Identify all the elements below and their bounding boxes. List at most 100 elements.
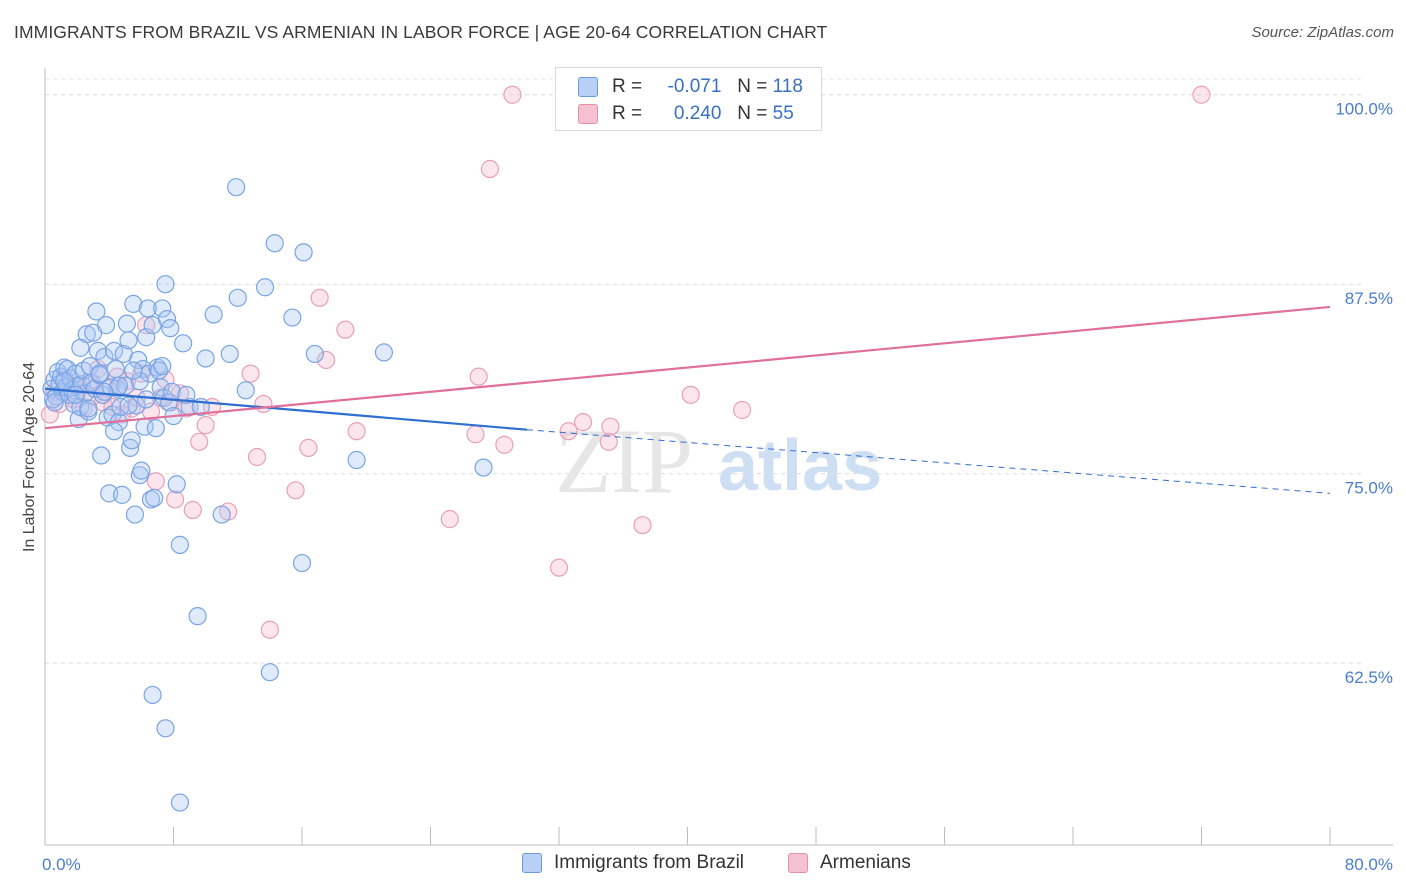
legend-n-label: N = — [737, 76, 768, 97]
axes — [44, 68, 1393, 846]
point-brazil — [283, 308, 302, 327]
legend-n-value: 118 — [772, 76, 803, 97]
point-armenians — [336, 320, 355, 339]
correlation-legend: R = -0.071 N = 118 R = 0.240 N = 55 — [555, 67, 822, 131]
legend-label-brazil: Immigrants from Brazil — [554, 852, 745, 873]
point-brazil — [212, 505, 231, 524]
point-brazil — [138, 299, 157, 318]
point-brazil — [170, 793, 190, 812]
point-armenians — [559, 422, 578, 441]
y-tick-label: 87.5% — [1345, 289, 1393, 308]
point-brazil — [122, 431, 141, 450]
legend-label-armenians: Armenians — [820, 852, 911, 873]
point-brazil — [161, 319, 180, 338]
point-armenians — [316, 350, 336, 370]
point-brazil — [255, 278, 275, 297]
point-brazil — [170, 535, 190, 554]
point-brazil — [265, 234, 284, 253]
point-armenians — [190, 432, 209, 451]
point-brazil — [196, 349, 215, 368]
legend-swatch-blue — [522, 853, 542, 873]
point-brazil — [145, 488, 164, 508]
point-brazil — [227, 178, 246, 197]
point-brazil — [374, 343, 394, 362]
point-brazil — [71, 338, 90, 357]
point-brazil — [474, 458, 493, 477]
x-tick-label: 80.0% — [1345, 855, 1393, 874]
tick-labels: 62.5% 75.0% 87.5% 100.0% 0.0% 80.0% — [42, 100, 1393, 874]
point-brazil — [143, 685, 162, 705]
point-armenians — [286, 481, 305, 500]
legend-swatch-pink — [578, 104, 598, 124]
point-brazil — [305, 344, 324, 364]
point-brazil — [66, 385, 85, 404]
point-brazil — [137, 390, 156, 409]
legend-r-label: R = — [612, 103, 643, 124]
point-brazil — [204, 305, 223, 324]
y-tick-label: 75.0% — [1345, 479, 1393, 498]
point-armenians — [440, 510, 459, 529]
point-armenians — [299, 438, 318, 457]
point-brazil — [125, 505, 145, 524]
point-brazil — [95, 347, 114, 367]
x-tick-label: 0.0% — [42, 855, 81, 874]
point-armenians — [733, 400, 752, 420]
point-brazil — [90, 364, 109, 383]
point-armenians — [166, 490, 185, 509]
point-brazil — [129, 350, 148, 370]
point-brazil — [55, 372, 74, 391]
point-brazil — [87, 302, 106, 321]
legend-row-armenians: R = 0.240 N = 55 — [578, 100, 794, 128]
point-brazil — [220, 344, 239, 364]
point-brazil — [228, 288, 247, 307]
legend-item-brazil: Immigrants from Brazil — [522, 852, 744, 874]
point-brazil — [236, 381, 255, 400]
point-brazil — [92, 446, 111, 465]
y-axis-label: In Labor Force | Age 20-64 — [21, 362, 38, 552]
legend-swatch-blue — [578, 77, 598, 97]
point-brazil — [79, 399, 98, 418]
y-tick-label: 62.5% — [1345, 668, 1393, 687]
point-brazil — [45, 393, 64, 412]
trend-line-brazil-extension — [526, 429, 1331, 494]
point-brazil — [177, 385, 196, 404]
point-armenians — [196, 416, 215, 435]
point-armenians — [495, 435, 514, 454]
point-brazil — [146, 419, 165, 438]
point-armenians — [241, 364, 260, 383]
point-brazil — [156, 719, 175, 738]
point-armenians — [1192, 85, 1211, 104]
point-brazil — [151, 378, 170, 397]
point-armenians — [633, 516, 652, 535]
point-brazil — [106, 359, 125, 379]
point-brazil — [124, 294, 143, 313]
point-brazil — [121, 438, 140, 457]
trend-line-armenians — [44, 305, 1331, 430]
watermark-zip: ZIP — [555, 410, 693, 512]
legend-row-brazil: R = -0.071 N = 118 — [578, 73, 803, 101]
point-brazil — [167, 475, 186, 494]
point-brazil — [188, 607, 207, 626]
point-brazil — [156, 275, 175, 294]
trend-line-brazil — [44, 387, 527, 431]
point-brazil — [153, 299, 172, 318]
chart-title: IMMIGRANTS FROM BRAZIL VS ARMENIAN IN LA… — [14, 22, 828, 42]
series-legend: Immigrants from Brazil Armenians — [0, 852, 1406, 878]
point-brazil — [95, 382, 114, 401]
point-brazil — [104, 422, 124, 441]
legend-r-label: R = — [612, 76, 643, 97]
point-armenians — [466, 425, 485, 444]
point-armenians — [310, 288, 329, 307]
legend-n-label: N = — [737, 103, 768, 124]
point-armenians — [599, 432, 618, 451]
point-brazil — [117, 314, 137, 333]
point-brazil — [292, 553, 312, 573]
point-armenians — [681, 385, 700, 404]
point-brazil — [260, 663, 279, 682]
point-armenians — [549, 558, 569, 577]
point-armenians — [601, 417, 620, 436]
y-tick-label: 100.0% — [1335, 100, 1393, 119]
point-brazil — [132, 461, 151, 480]
legend-r-value: -0.071 — [667, 76, 722, 97]
